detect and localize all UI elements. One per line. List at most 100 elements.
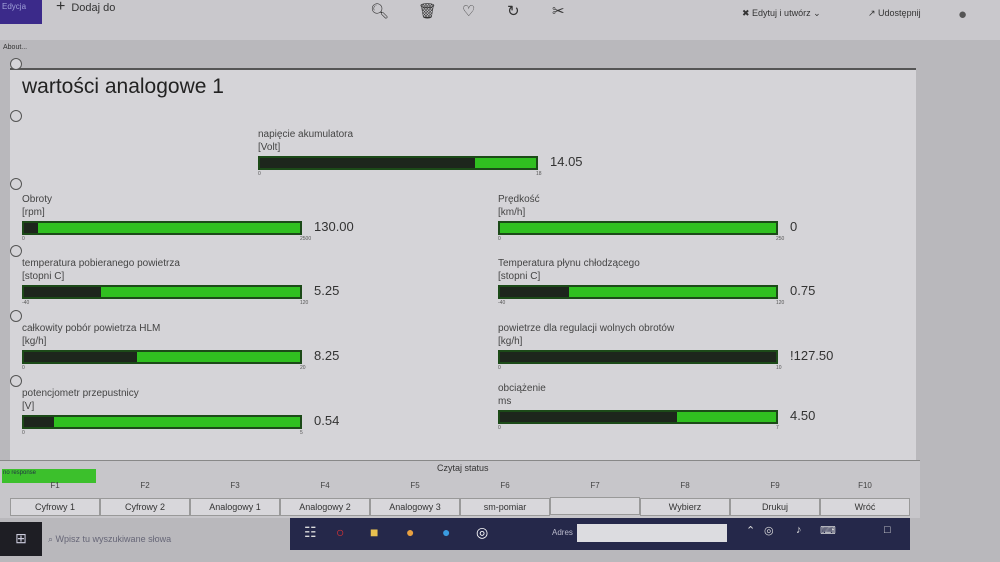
brand-tab[interactable]: Edycja — [0, 0, 42, 24]
radio-button[interactable] — [10, 245, 22, 257]
fkey-button[interactable]: Analogowy 3 — [370, 498, 460, 516]
gauge-scale: 0 10 — [498, 364, 788, 372]
fkey-f4: F4 Analogowy 2 — [280, 481, 370, 516]
gauge-label: Prędkość — [498, 194, 540, 205]
scale-max: 20 — [300, 365, 306, 371]
gauge-unit: [stopni C] — [498, 271, 541, 282]
scale-min: 0 — [22, 236, 25, 242]
gauge-value: 8.25 — [314, 348, 340, 363]
gauge-value: 14.05 — [550, 154, 583, 169]
scale-min: -40 — [498, 300, 506, 306]
gauge-idle-air: powietrze dla regulacji wolnych obrotów … — [498, 322, 833, 372]
gauge-unit: [rpm] — [22, 207, 45, 218]
radio-button[interactable] — [10, 178, 22, 190]
radio-button[interactable] — [10, 110, 22, 122]
gauge-fill — [500, 412, 677, 422]
keyboard-icon[interactable]: ⌨ — [820, 525, 836, 537]
network-icon[interactable]: ◎ — [764, 525, 774, 537]
tray-chevron-icon[interactable]: ⌃ — [746, 525, 756, 537]
scale-min: 0 — [22, 430, 25, 436]
radio-button[interactable] — [10, 310, 22, 322]
task-view-icon[interactable]: ☷ — [304, 524, 317, 540]
radio-button[interactable] — [10, 58, 22, 70]
user-icon[interactable]: ● — [958, 6, 968, 23]
scale-max: 250 — [776, 236, 785, 242]
fkey-button[interactable]: Analogowy 1 — [190, 498, 280, 516]
fkey-label: F6 — [500, 481, 510, 490]
fkey-f5: F5 Analogowy 3 — [370, 481, 460, 516]
file-explorer-icon[interactable]: ■ — [370, 524, 379, 540]
gauge-bar — [22, 415, 302, 429]
fkey-f7: F7 — [550, 481, 640, 519]
gauge-value: 0.75 — [790, 283, 816, 298]
about-menu[interactable]: About... — [3, 44, 28, 51]
gauge-bar — [22, 285, 302, 299]
address-label: Adres — [552, 528, 573, 537]
edge-icon[interactable]: ● — [442, 524, 451, 540]
taskbar: ☷ ○ ■ ● ● ◎ Adres ⌃ ◎ ♪ ⌨ □ — [290, 518, 910, 550]
gauge-bar — [498, 221, 778, 235]
fkey-f1: F1 Cyfrowy 1 — [10, 481, 100, 516]
heart-icon[interactable]: ♡ — [462, 3, 476, 20]
taskbar-search[interactable]: ⌕ Wpisz tu wyszukiwane słowa — [48, 534, 172, 544]
edit-create-menu[interactable]: ✖ Edytuj i utwórz ⌄ — [742, 8, 821, 18]
gauge-fill — [500, 287, 569, 297]
fkey-label: F10 — [858, 481, 872, 490]
fkey-button[interactable]: Analogowy 2 — [280, 498, 370, 516]
fkey-label: F9 — [770, 481, 780, 490]
chrome-icon[interactable]: ● — [406, 524, 415, 540]
gauge-fill — [500, 352, 776, 362]
rotate-icon[interactable]: ↻ — [507, 3, 520, 20]
gauge-scale: -40 120 — [498, 299, 788, 307]
zoom-icon[interactable]: 🔍︎ — [370, 3, 390, 20]
scale-max: 10 — [776, 365, 782, 371]
gauge-fill — [24, 417, 54, 427]
gauge-label: napięcie akumulatora — [258, 129, 354, 140]
gauge-label: Obroty — [22, 194, 53, 205]
gauge-unit: ms — [498, 396, 512, 407]
gauge-label: temperatura pobieranego powietrza — [22, 258, 180, 269]
fkey-button[interactable]: Wróć — [820, 498, 910, 516]
gauge-value: 130.00 — [314, 219, 354, 234]
opera-icon[interactable]: ○ — [336, 524, 345, 540]
fkey-button[interactable]: Drukuj — [730, 498, 820, 516]
fkey-f2: F2 Cyfrowy 2 — [100, 481, 190, 516]
share-button[interactable]: ↗ Udostępnij — [868, 8, 921, 18]
fkey-button[interactable] — [550, 497, 640, 515]
fkey-label: F4 — [320, 481, 330, 490]
scale-max: 7 — [776, 425, 779, 431]
gauge-rpm: Obroty [rpm] 0 2500 130.00 — [22, 193, 354, 243]
fkey-label: F7 — [590, 481, 600, 490]
status-indicator: no response — [2, 469, 96, 483]
gauge-bar — [498, 410, 778, 424]
crop-icon[interactable]: ✂ — [552, 3, 565, 20]
windows-start-icon[interactable]: ⊞ — [0, 522, 42, 556]
analog-values-panel — [10, 58, 916, 460]
fkey-label: F8 — [680, 481, 690, 490]
gauge-fill — [24, 223, 39, 233]
gauge-scale: -40 120 — [22, 299, 312, 307]
gauge-value: 0 — [790, 219, 798, 234]
fkey-label: F1 — [50, 481, 60, 490]
scale-min: 0 — [498, 425, 501, 431]
volume-icon[interactable]: ♪ — [796, 524, 802, 536]
fkey-button[interactable]: sm-pomiar — [460, 498, 550, 516]
gauge-unit: [Volt] — [258, 142, 281, 153]
radio-button[interactable] — [10, 375, 22, 387]
fkey-f10: F10 Wróć — [820, 481, 910, 516]
scale-max: 120 — [776, 300, 785, 306]
fkey-button[interactable]: Wybierz — [640, 498, 730, 516]
fkey-button[interactable]: Cyfrowy 2 — [100, 498, 190, 516]
scale-min: -40 — [22, 300, 30, 306]
read-status-label[interactable]: Czytaj status — [437, 463, 489, 473]
gauge-scale: 0 2500 — [22, 235, 312, 243]
fkey-button[interactable]: Cyfrowy 1 — [10, 498, 100, 516]
notifications-icon[interactable]: □ — [884, 524, 891, 536]
delete-icon[interactable]: 🗑︎ — [418, 3, 438, 20]
function-key-bar: no response Czytaj status F1 Cyfrowy 1 F2… — [0, 460, 920, 518]
address-input[interactable] — [577, 524, 727, 542]
add-to-button[interactable]: + Dodaj do — [56, 0, 116, 15]
bmw-app-icon[interactable]: ◎ — [476, 524, 489, 540]
gauge-battery: napięcie akumulatora [Volt] 0 18 14.05 — [258, 128, 583, 178]
